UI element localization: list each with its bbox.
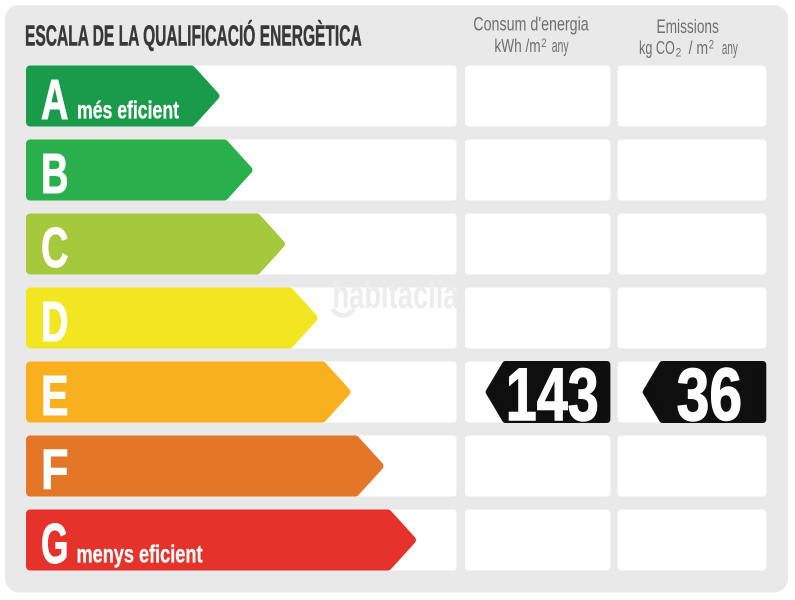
- svg-text:kWh /m: kWh /m: [494, 36, 540, 56]
- svg-text:més eficient: més eficient: [77, 96, 179, 124]
- svg-text:ESCALA DE LA QUALIFICACIÓ ENER: ESCALA DE LA QUALIFICACIÓ ENERGÈTICA: [25, 19, 362, 53]
- svg-text:2: 2: [709, 40, 714, 52]
- svg-text:any: any: [722, 38, 738, 58]
- svg-text:143: 143: [506, 353, 599, 436]
- svg-text:menys eficient: menys eficient: [77, 540, 203, 568]
- svg-text:E: E: [41, 364, 69, 427]
- svg-text:B: B: [41, 142, 69, 205]
- svg-text:36: 36: [677, 353, 743, 436]
- svg-text:any: any: [552, 36, 569, 56]
- svg-text:Consum d'energia: Consum d'energia: [473, 13, 589, 35]
- svg-text:D: D: [41, 290, 69, 353]
- svg-text:C: C: [41, 216, 69, 279]
- svg-text:F: F: [41, 438, 69, 501]
- svg-text:A: A: [41, 68, 69, 131]
- svg-text:G: G: [41, 512, 69, 575]
- svg-text:2: 2: [676, 47, 682, 59]
- svg-text:Emissions: Emissions: [657, 16, 720, 38]
- svg-text:/ m: / m: [689, 38, 709, 58]
- svg-text:kg CO: kg CO: [639, 38, 675, 58]
- svg-text:2: 2: [541, 38, 546, 50]
